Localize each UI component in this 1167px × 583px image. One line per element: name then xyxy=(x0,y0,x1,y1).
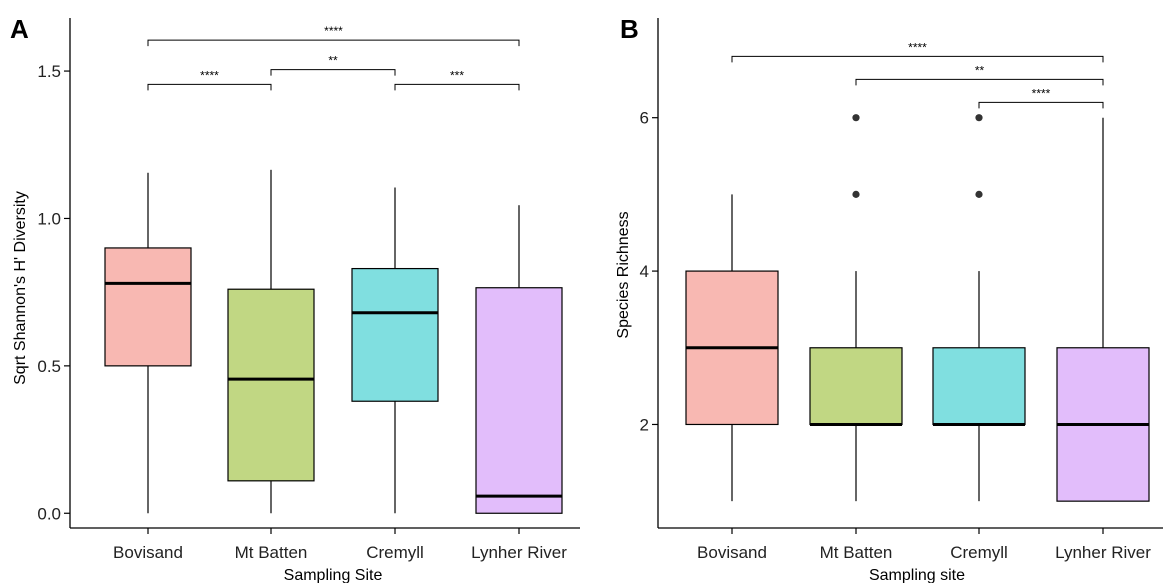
panel-b-y-tick-label: 6 xyxy=(640,109,649,128)
panel-a-x-tick-label: Mt Batten xyxy=(235,543,308,562)
panel-a-x-axis-title: Sampling Site xyxy=(284,567,383,583)
panel-a-y-tick-label: 0.5 xyxy=(37,357,61,376)
panel-b-x-tick-label: Lynher River xyxy=(1055,543,1151,562)
panel-a-significance-bracket xyxy=(394,83,520,91)
panel-a-significance-label: ** xyxy=(328,54,338,68)
panel-b-significance-label: **** xyxy=(1032,86,1051,100)
panel-b-outlier-point xyxy=(852,190,860,198)
panel-b-x-axis-title: Sampling site xyxy=(869,567,965,583)
panel-b-plot: 2 4 6 Bovisand Mt Batten Cremyll Lynher River *… xyxy=(640,18,1163,562)
panel-b-x-tick-label: Mt Batten xyxy=(820,543,893,562)
panel-a-significance-bracket xyxy=(147,39,520,47)
panel-a-x-tick-label: Bovisand xyxy=(113,543,183,562)
panel-a-y-tick-label: 0.0 xyxy=(37,504,61,523)
panel-a-label: A xyxy=(10,14,29,44)
panel-a-y-axis-title: Sqrt Shannon's H' Diversity xyxy=(12,191,29,385)
panel-b-label: B xyxy=(620,14,639,44)
panel-b-x-tick-label: Bovisand xyxy=(697,543,767,562)
panel-a-significance-label: **** xyxy=(200,68,219,82)
panel-a: A Sqrt Shannon's H' Diversity Sampling S… xyxy=(10,14,580,583)
panel-a-box xyxy=(104,247,192,367)
panel-a-plot: 0.0 0.5 1.0 1.5 Bovisand Mt Batten Cremyll Lynh… xyxy=(37,18,580,562)
panel-b-y-tick-label: 4 xyxy=(640,262,649,281)
panel-b-y-tick-label: 2 xyxy=(640,415,649,434)
panel-b-significance-bracket xyxy=(978,101,1104,109)
panel-b-outlier-point xyxy=(975,114,983,122)
panel-b-outlier-point xyxy=(975,190,983,198)
panel-a-y-tick-label: 1.5 xyxy=(37,62,61,81)
panel-b-significance-bracket xyxy=(855,78,1104,86)
panel-b-significance-label: **** xyxy=(908,40,927,54)
panel-a-x-tick-label: Lynher River xyxy=(471,543,567,562)
panel-a-y-tick-label: 1.0 xyxy=(37,209,61,228)
panel-b-significance-label: ** xyxy=(975,63,985,77)
panel-a-significance-label: *** xyxy=(450,68,464,82)
panel-a-box xyxy=(227,288,315,482)
panel-a-significance-bracket xyxy=(147,83,272,91)
panel-a-box xyxy=(475,287,563,514)
panel-b-box xyxy=(932,347,1026,426)
panel-b-outlier-point xyxy=(852,114,860,122)
panel-a-significance-bracket xyxy=(270,69,396,76)
panel-b-box xyxy=(809,347,903,426)
panel-b-y-axis-title: Species Richness xyxy=(615,211,632,338)
panel-a-significance-label: **** xyxy=(324,24,343,38)
panel-b: B Species Richness Sampling site 2 4 6 Bovi… xyxy=(615,14,1163,583)
panel-a-x-tick-label: Cremyll xyxy=(366,543,424,562)
panel-a-box xyxy=(351,267,439,402)
panel-b-significance-bracket xyxy=(731,55,1104,63)
panel-b-x-tick-label: Cremyll xyxy=(950,543,1008,562)
